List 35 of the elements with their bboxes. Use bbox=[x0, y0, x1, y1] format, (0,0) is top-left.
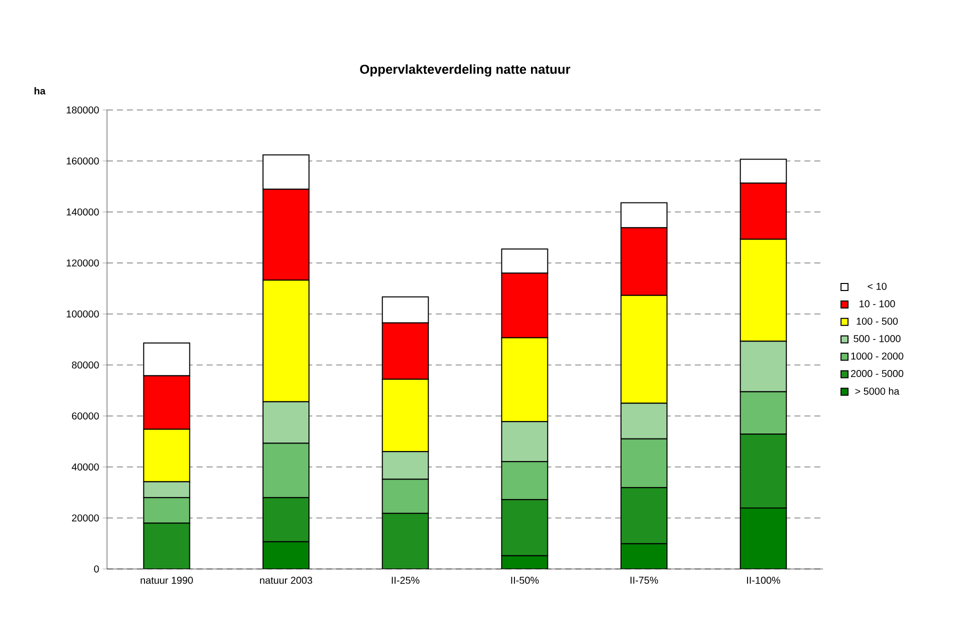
chart-title: Oppervlakteverdeling natte natuur bbox=[360, 64, 570, 76]
legend-label: 10 - 100 bbox=[860, 300, 895, 308]
bar bbox=[143, 522, 190, 569]
bar bbox=[262, 541, 310, 569]
bar bbox=[501, 499, 548, 556]
x-tick-label: II-100% bbox=[747, 576, 780, 584]
legend-label: 100 - 500 bbox=[856, 318, 898, 325]
bar bbox=[620, 487, 668, 544]
legend-label: 2000 - 5000 bbox=[851, 370, 904, 378]
bar bbox=[740, 508, 787, 569]
x-tick-label: II-75% bbox=[630, 576, 658, 584]
y-tick-label: 180000 bbox=[66, 106, 99, 114]
legend-label: 500 - 1000 bbox=[854, 335, 901, 342]
y-tick-label: 60000 bbox=[72, 412, 99, 420]
x-tick-label: II-25% bbox=[392, 576, 420, 584]
y-tick-label: 20000 bbox=[72, 514, 99, 522]
legend-label: > 5000 ha bbox=[855, 387, 900, 395]
y-axis-title: ha bbox=[34, 87, 46, 94]
bar bbox=[382, 512, 429, 569]
y-tick-label: 140000 bbox=[66, 208, 99, 216]
bar bbox=[262, 497, 310, 542]
y-tick-label: 40000 bbox=[72, 463, 99, 471]
legend-label: < 10 bbox=[868, 282, 887, 290]
y-tick-label: 80000 bbox=[72, 361, 99, 369]
bar bbox=[740, 434, 787, 509]
bar bbox=[502, 556, 548, 569]
legend-label: 1000 - 2000 bbox=[851, 352, 904, 360]
y-tick-label: 120000 bbox=[66, 259, 99, 267]
y-tick-label: 0 bbox=[94, 565, 99, 573]
y-tick-label: 160000 bbox=[66, 157, 99, 165]
bar bbox=[620, 543, 668, 569]
y-tick-label: 100000 bbox=[66, 310, 99, 318]
x-tick-label: natuur 2003 bbox=[260, 576, 312, 584]
x-tick-label: II-50% bbox=[511, 576, 539, 584]
x-tick-label: natuur 1990 bbox=[140, 576, 193, 584]
